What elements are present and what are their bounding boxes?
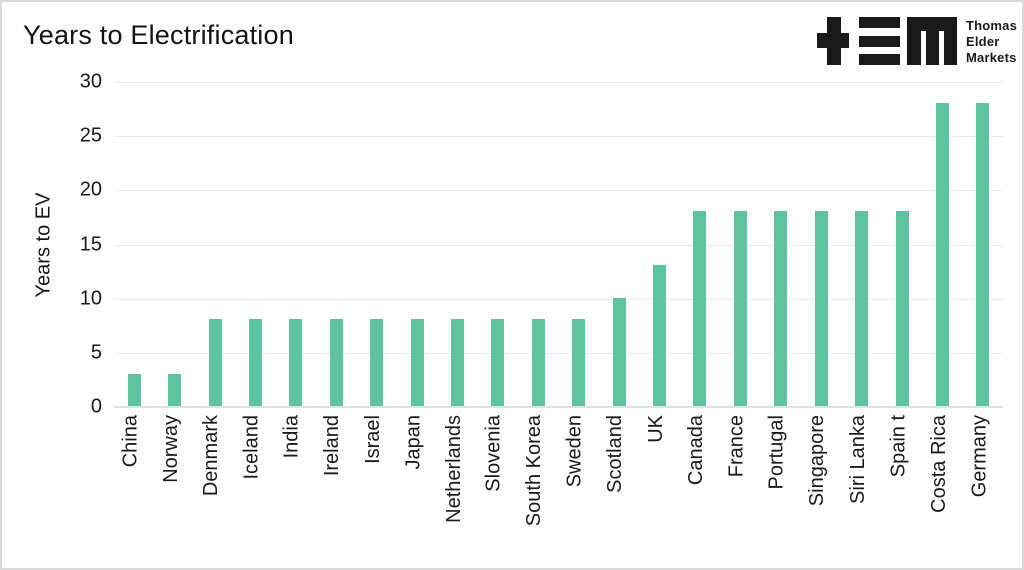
gridline xyxy=(114,82,1003,83)
bar-portugal xyxy=(774,211,788,406)
x-axis-line xyxy=(114,406,1003,408)
y-tick-label: 10 xyxy=(79,287,102,310)
x-tick-label: Iceland xyxy=(240,415,263,480)
x-tick-label: Singapore xyxy=(806,415,829,507)
triple-bar-glyph xyxy=(859,17,900,65)
bar-costa-rica xyxy=(935,102,949,406)
brand-name: Thomas Elder Markets xyxy=(966,17,1017,65)
y-tick-label: 30 xyxy=(79,70,102,93)
x-tick-label: UK xyxy=(644,415,667,443)
x-tick-label: Sweden xyxy=(563,415,586,488)
y-tick-label: 20 xyxy=(79,178,102,201)
chart-title: Years to Electrification xyxy=(23,20,294,50)
bar-denmark xyxy=(208,319,222,406)
bar-singapore xyxy=(814,211,828,406)
x-tick-label: Canada xyxy=(684,415,707,486)
x-tick-label: South Korea xyxy=(523,415,546,527)
gridline xyxy=(114,244,1003,246)
x-tick-label: Siri Lanka xyxy=(846,415,869,504)
x-tick-label: India xyxy=(280,415,303,459)
bar-slovenia xyxy=(491,319,505,406)
bar-india xyxy=(289,319,303,406)
gridline xyxy=(114,136,1003,138)
bar-japan xyxy=(410,319,424,406)
plus-glyph xyxy=(817,17,849,65)
y-tick-label: 5 xyxy=(90,341,102,364)
bar-netherlands xyxy=(451,319,464,406)
x-tick-label: China xyxy=(119,415,142,468)
x-tick-label: Denmark xyxy=(200,415,222,497)
bar-spain-t xyxy=(895,211,909,406)
m-glyph xyxy=(907,17,957,65)
bar-siri-lanka xyxy=(855,211,869,406)
bar-germany xyxy=(976,102,990,406)
y-tick-label: 0 xyxy=(90,395,102,418)
x-tick-label: France xyxy=(725,415,748,478)
x-tick-label: Portugal xyxy=(765,415,788,490)
gridline xyxy=(114,190,1003,192)
x-tick-label: Slovenia xyxy=(482,415,505,492)
x-tick-label: Netherlands xyxy=(442,415,465,523)
x-tick-label: Scotland xyxy=(604,415,627,493)
bar-south-korea xyxy=(531,319,545,406)
bar-uk xyxy=(653,265,666,406)
bar-china xyxy=(127,373,141,406)
x-tick-label: Japan xyxy=(402,415,425,470)
bar-sweden xyxy=(572,319,586,406)
brand-line: Markets xyxy=(966,50,1017,65)
brand-line: Thomas xyxy=(966,18,1018,33)
bar-canada xyxy=(693,211,707,406)
brand-logo: Thomas Elder Markets xyxy=(817,17,1017,65)
brand-line: Elder xyxy=(966,34,1000,49)
x-tick-label: Israel xyxy=(361,415,384,464)
bar-norway xyxy=(168,373,182,406)
x-tick-label: Spain t xyxy=(887,415,909,478)
y-tick-label: 15 xyxy=(79,233,102,255)
gridline xyxy=(114,352,1003,354)
bar-ireland xyxy=(329,319,343,406)
bar-iceland xyxy=(248,319,262,406)
bar-france xyxy=(733,211,747,406)
bar-scotland xyxy=(612,297,626,406)
x-tick-label: Costa Rica xyxy=(927,415,950,513)
bar-israel xyxy=(370,319,384,406)
y-tick-label: 25 xyxy=(79,124,102,147)
gridline xyxy=(114,298,1003,300)
x-tick-label: Norway xyxy=(159,415,182,483)
x-tick-label: Germany xyxy=(967,415,990,498)
x-tick-label: Ireland xyxy=(321,415,344,477)
